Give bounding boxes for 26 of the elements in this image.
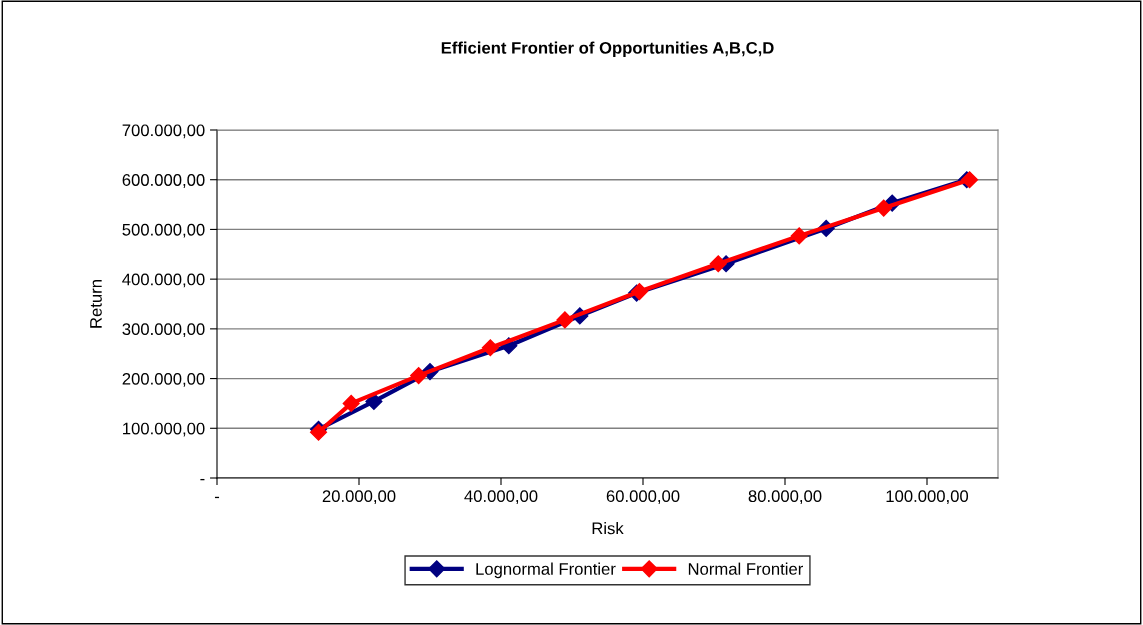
x-tick-label: - xyxy=(214,496,220,499)
x-tick-label: 60.000,00 xyxy=(606,490,680,505)
x-tick-label: 40.000,00 xyxy=(464,490,538,505)
x-tick-label: 80.000,00 xyxy=(748,490,822,505)
chart-title: Efficient Frontier of Opportunities A,B,C,D xyxy=(441,41,774,58)
point xyxy=(790,227,808,245)
y-tick-label: 100.000,00 xyxy=(123,422,205,437)
point xyxy=(342,394,360,412)
y-axis-title: Return xyxy=(90,280,102,328)
point xyxy=(556,311,574,329)
x-tick-label: 20.000,00 xyxy=(322,490,396,505)
y-tick-label: - xyxy=(200,478,205,481)
y-tick-label: 500.000,00 xyxy=(122,223,205,238)
point xyxy=(875,199,893,217)
x-axis-title: Risk xyxy=(592,522,624,535)
point xyxy=(481,339,499,357)
y-tick-label: 300.000,00 xyxy=(122,323,205,338)
point xyxy=(410,367,428,385)
y-tick-label: 200.000,00 xyxy=(122,372,205,387)
y-tick-label: 600.000,00 xyxy=(122,174,205,188)
y-tick-label: 700.000,00 xyxy=(122,124,205,139)
legend-label: Normal Frontier xyxy=(688,562,803,575)
point xyxy=(709,255,727,273)
y-tick-label: 400.000,00 xyxy=(122,273,205,288)
x-tick-label: 100.000,00 xyxy=(886,490,969,505)
legend-label: Lognormal Frontier xyxy=(476,562,616,579)
